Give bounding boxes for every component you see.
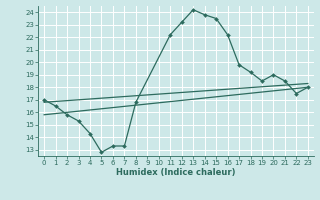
X-axis label: Humidex (Indice chaleur): Humidex (Indice chaleur) <box>116 168 236 177</box>
